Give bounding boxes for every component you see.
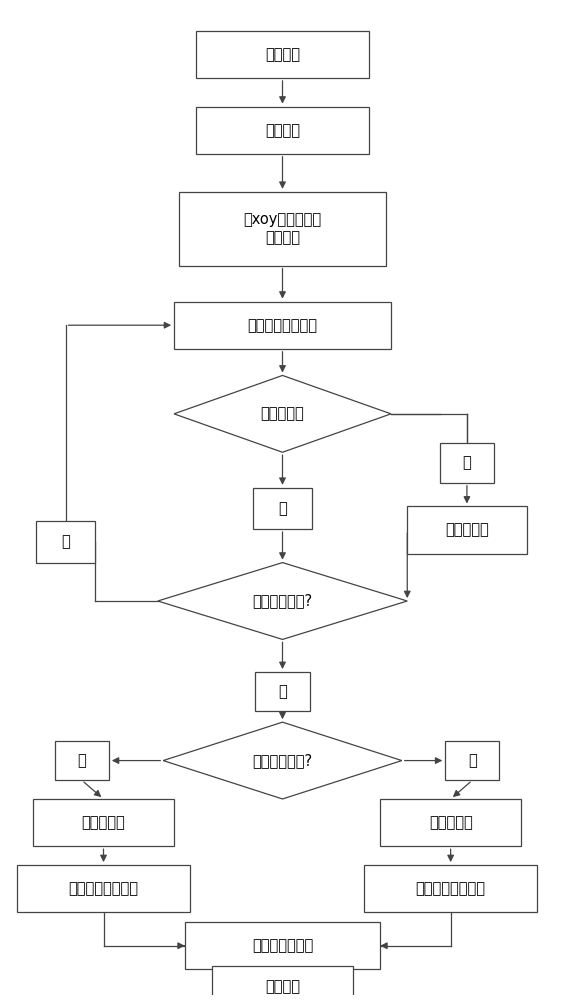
- FancyBboxPatch shape: [255, 672, 310, 711]
- Text: 读取数据: 读取数据: [265, 47, 300, 62]
- Text: 大于高程阈值?: 大于高程阈值?: [253, 753, 312, 768]
- FancyBboxPatch shape: [407, 506, 527, 554]
- Text: 桥梁标记: 桥梁标记: [265, 980, 300, 995]
- Text: 河流边缘点: 河流边缘点: [81, 815, 125, 830]
- FancyBboxPatch shape: [195, 107, 370, 154]
- Text: 桥梁边缘点: 桥梁边缘点: [429, 815, 472, 830]
- Text: 求解方程得角点: 求解方程得角点: [252, 938, 313, 953]
- Text: 粗差剔除: 粗差剔除: [265, 123, 300, 138]
- FancyBboxPatch shape: [185, 922, 380, 969]
- Polygon shape: [174, 375, 391, 452]
- Polygon shape: [158, 563, 407, 639]
- FancyBboxPatch shape: [380, 799, 521, 846]
- FancyBboxPatch shape: [364, 865, 537, 912]
- Text: 分离后得拟合曲线: 分离后得拟合曲线: [416, 881, 486, 896]
- Text: 否: 否: [278, 501, 287, 516]
- Text: 在xoy平面上进行
三角剖分: 在xoy平面上进行 三角剖分: [244, 212, 321, 245]
- Polygon shape: [163, 722, 402, 799]
- FancyBboxPatch shape: [17, 865, 190, 912]
- FancyBboxPatch shape: [174, 302, 391, 349]
- Text: 分离后得拟合曲线: 分离后得拟合曲线: [68, 881, 138, 896]
- FancyBboxPatch shape: [212, 966, 353, 1000]
- FancyBboxPatch shape: [180, 192, 385, 266]
- Text: 是: 是: [463, 456, 471, 471]
- Text: 得到边缘点: 得到边缘点: [445, 523, 489, 538]
- FancyBboxPatch shape: [195, 31, 370, 78]
- Text: 狭长三角形: 狭长三角形: [260, 406, 305, 421]
- FancyBboxPatch shape: [55, 741, 109, 780]
- Text: 否: 否: [61, 534, 70, 549]
- Text: 是: 是: [278, 684, 287, 699]
- FancyBboxPatch shape: [33, 799, 174, 846]
- FancyBboxPatch shape: [253, 488, 312, 529]
- Text: 计算三角形狭长度: 计算三角形狭长度: [247, 318, 318, 333]
- FancyBboxPatch shape: [36, 521, 95, 563]
- Text: 否: 否: [77, 753, 86, 768]
- FancyBboxPatch shape: [445, 741, 499, 780]
- Text: 是: 是: [468, 753, 477, 768]
- Text: 三角形处理完?: 三角形处理完?: [253, 593, 312, 608]
- FancyBboxPatch shape: [440, 443, 494, 483]
